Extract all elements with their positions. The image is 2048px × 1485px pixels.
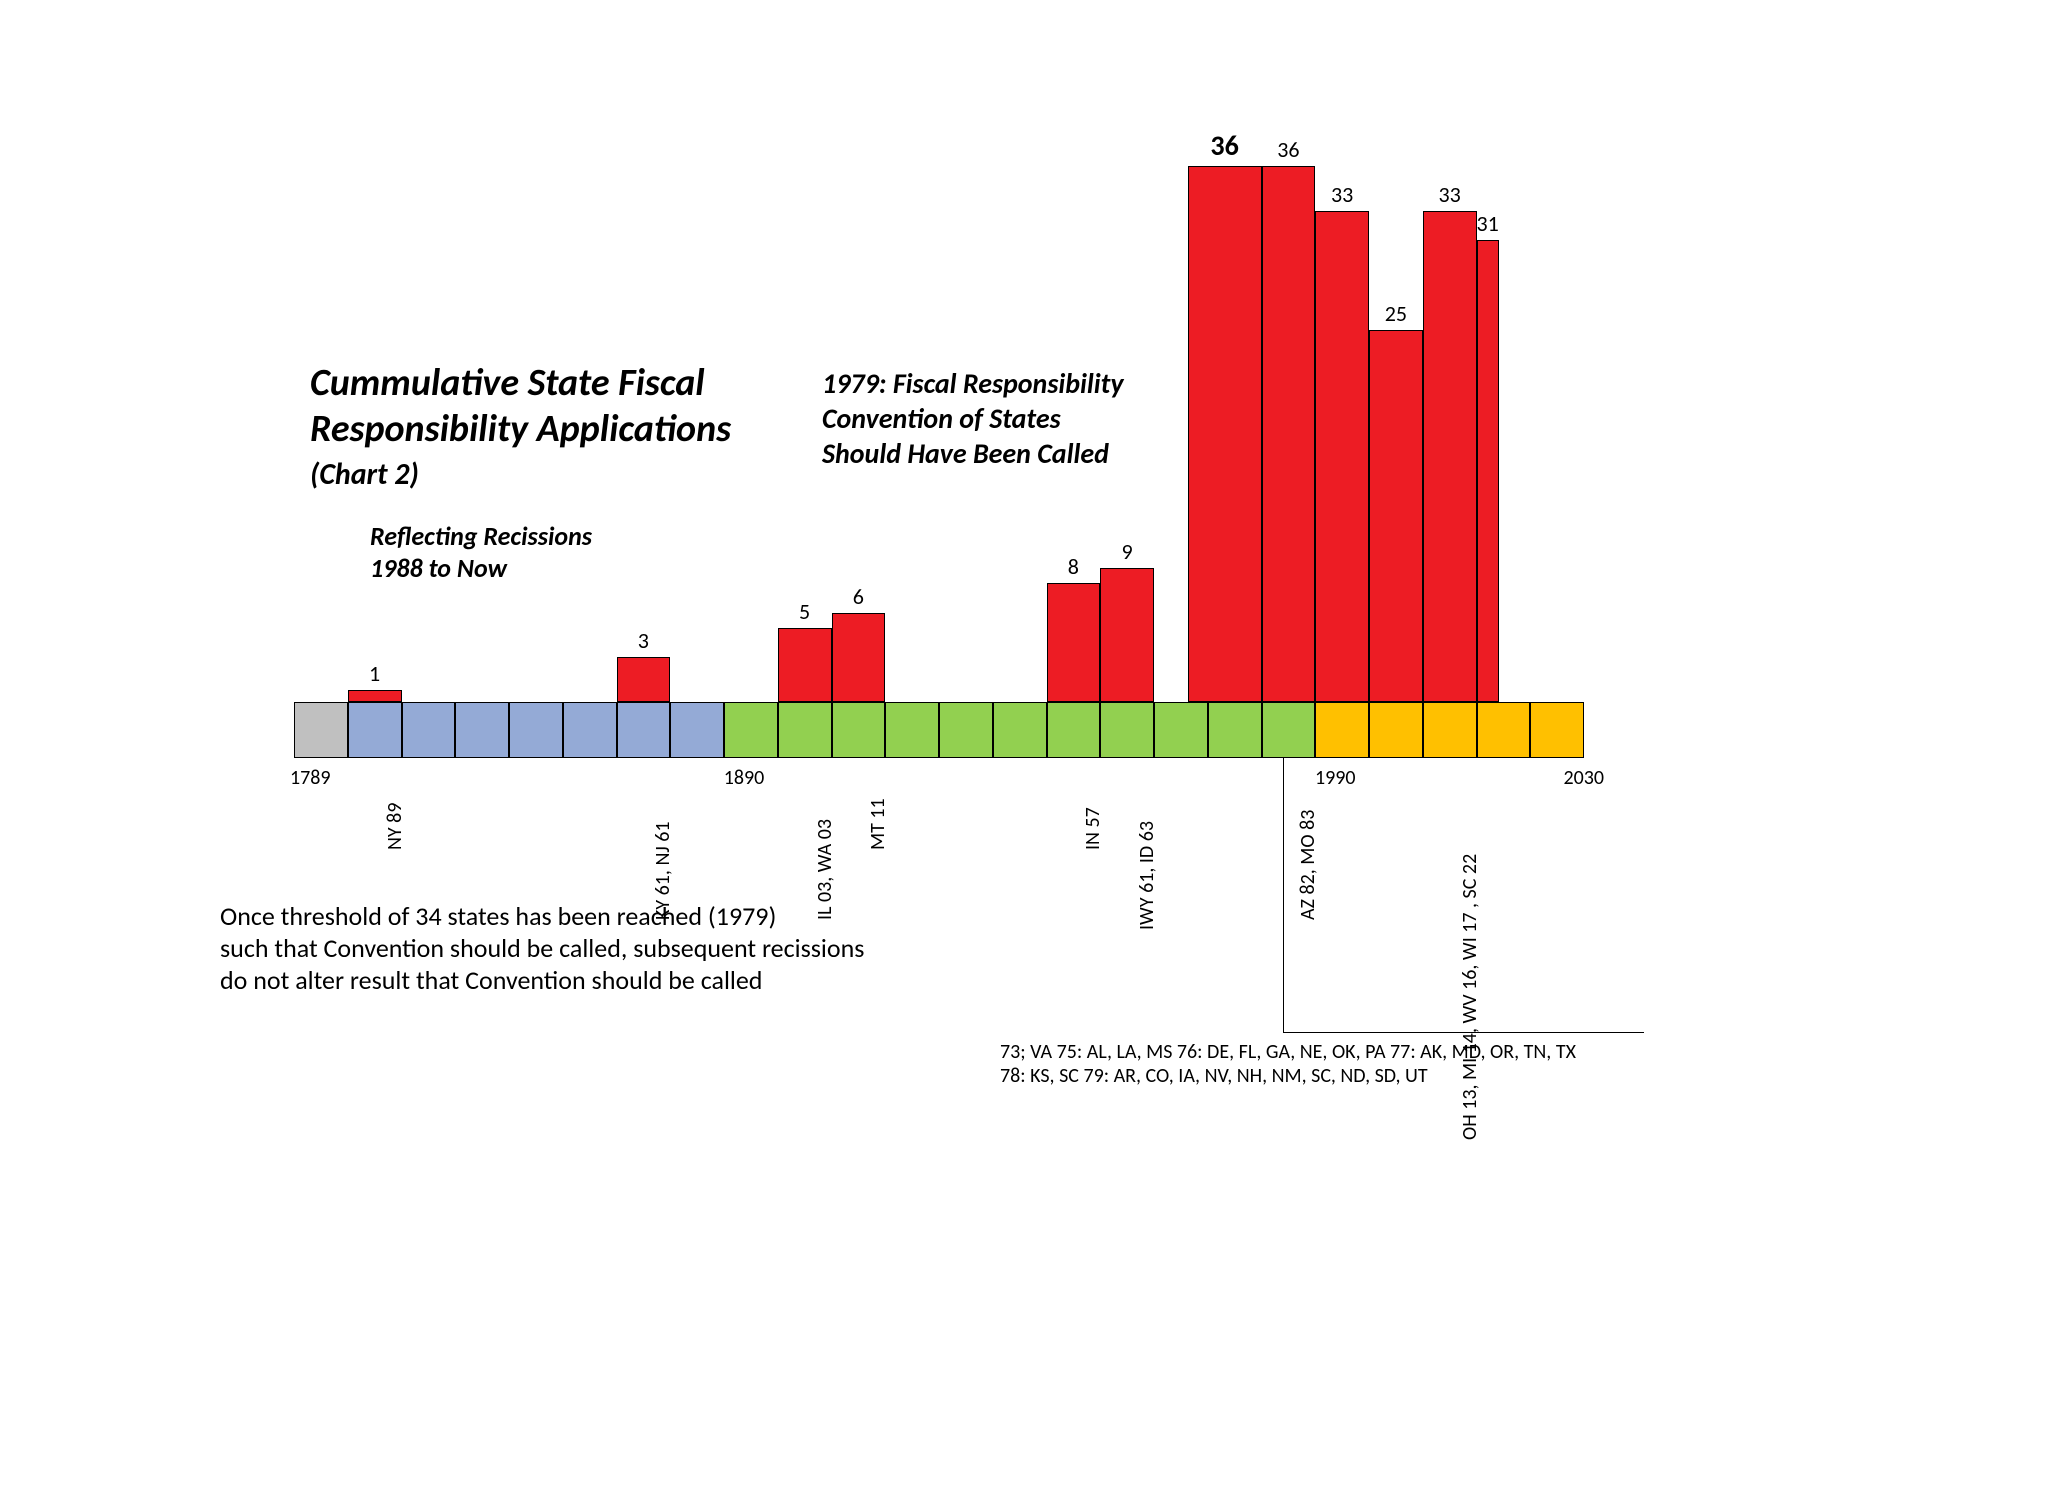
year-label: 1789 (290, 766, 370, 790)
timeline-cell (509, 702, 563, 758)
data-bar (1047, 583, 1101, 702)
timeline-cell (294, 702, 348, 758)
timeline-cell (1262, 702, 1316, 758)
timeline-cell (1154, 702, 1208, 758)
bar-value-label: 33 (1423, 181, 1477, 208)
caption-line-1: 73; VA 75: AL, LA, MS 76: DE, FL, GA, NE… (1000, 1040, 1576, 1064)
chart-annotation: 1979: Fiscal Responsibility Convention o… (822, 366, 1124, 471)
data-bar (1423, 211, 1477, 702)
separator-line (1283, 758, 1284, 1032)
data-bar (348, 690, 402, 702)
year-label: 1990 (1295, 766, 1375, 790)
timeline-cell (670, 702, 724, 758)
timeline-cell (1369, 702, 1423, 758)
data-bar (1262, 166, 1316, 702)
bar-value-label: 5 (778, 598, 832, 625)
title-line-3: (Chart 2) (310, 456, 731, 493)
data-bar (832, 613, 886, 702)
footnote: Once threshold of 34 states has been rea… (220, 900, 864, 996)
bar-value-label: 1 (348, 660, 402, 687)
chart-title: Cummulative State Fiscal Responsibility … (310, 360, 731, 493)
state-vertical-label: IWY 61, ID 63 (1135, 821, 1159, 930)
state-vertical-label: IL 03, WA 03 (813, 819, 837, 920)
data-bar (1369, 330, 1423, 702)
bar-value-label: 36 (1188, 128, 1262, 163)
title-line-2: Responsibility Applications (310, 406, 731, 452)
timeline-cell (939, 702, 993, 758)
footnote-line-2: such that Convention should be called, s… (220, 932, 864, 964)
timeline-caption: 73; VA 75: AL, LA, MS 76: DE, FL, GA, NE… (1000, 1040, 1576, 1088)
bar-value-label: 31 (1477, 210, 1499, 237)
year-label: 2030 (1524, 766, 1604, 790)
data-bar (617, 657, 671, 702)
footnote-line-1: Once threshold of 34 states has been rea… (220, 900, 864, 932)
bar-value-label: 3 (617, 627, 671, 654)
timeline-cell (1047, 702, 1101, 758)
data-bar (778, 628, 832, 702)
timeline-cell (1477, 702, 1531, 758)
bar-value-label: 33 (1315, 181, 1369, 208)
subtitle-line-1: Reflecting Recissions (370, 520, 592, 552)
bar-value-label: 8 (1047, 553, 1101, 580)
annotation-line-3: Should Have Been Called (822, 436, 1124, 471)
timeline-cell (402, 702, 456, 758)
state-vertical-label: IN 57 (1081, 807, 1105, 850)
chart-subtitle: Reflecting Recissions 1988 to Now (370, 520, 592, 584)
separator-baseline (1283, 1032, 1644, 1033)
state-vertical-label: OH 13, MI 14, WV 16, WI 17 , SC 22 (1458, 854, 1482, 1140)
title-line-1: Cummulative State Fiscal (310, 360, 731, 406)
timeline-cell (1423, 702, 1477, 758)
timeline-cell (993, 702, 1047, 758)
bar-value-label: 6 (832, 583, 886, 610)
annotation-line-2: Convention of States (822, 401, 1124, 436)
bar-value-label: 9 (1100, 538, 1154, 565)
timeline-cell (724, 702, 778, 758)
timeline-cell (455, 702, 509, 758)
timeline-cell (1100, 702, 1154, 758)
state-vertical-label: NY 89 (383, 803, 407, 850)
year-label: 1890 (704, 766, 784, 790)
footnote-line-3: do not alter result that Convention shou… (220, 964, 864, 996)
bar-value-label: 25 (1369, 300, 1423, 327)
caption-line-2: 78: KS, SC 79: AR, CO, IA, NV, NH, NM, S… (1000, 1064, 1576, 1088)
state-vertical-label: KY 61, NJ 61 (651, 821, 675, 920)
annotation-line-1: 1979: Fiscal Responsibility (822, 366, 1124, 401)
subtitle-line-2: 1988 to Now (370, 552, 592, 584)
state-vertical-label: MT 11 (866, 798, 890, 850)
timeline-cell (778, 702, 832, 758)
timeline-cell (563, 702, 617, 758)
timeline-cell (885, 702, 939, 758)
bar-value-label: 36 (1262, 136, 1316, 163)
data-bar (1188, 166, 1262, 702)
timeline-cell (1208, 702, 1262, 758)
data-bar (1477, 240, 1499, 702)
timeline-cell (1530, 702, 1584, 758)
timeline-cell (832, 702, 886, 758)
data-bar (1100, 568, 1154, 702)
state-vertical-label: AZ 82, MO 83 (1296, 810, 1320, 920)
data-bar (1315, 211, 1369, 702)
timeline-cell (1315, 702, 1369, 758)
timeline-cell (348, 702, 402, 758)
timeline-cell (617, 702, 671, 758)
